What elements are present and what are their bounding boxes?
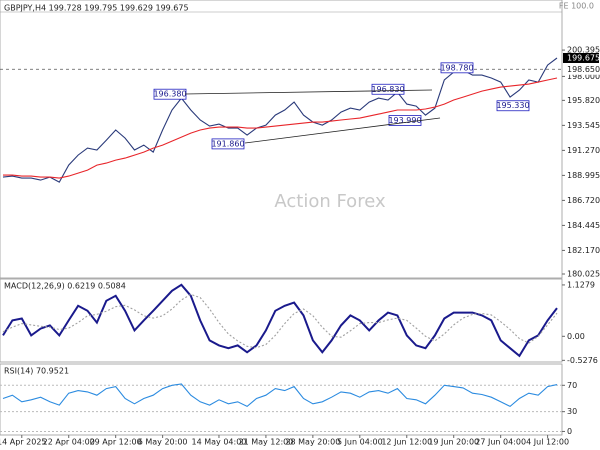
annotation-label: 195.330 xyxy=(496,101,529,110)
y-tick-label: 191.270 xyxy=(567,146,600,155)
y-tick-label: 186.720 xyxy=(567,196,600,205)
x-tick-label: 12 Jun 12:00 xyxy=(381,438,432,447)
x-tick-label: 4 Jul 12:00 xyxy=(526,438,569,447)
x-tick-label: 27 Jun 04:00 xyxy=(475,438,526,447)
annotation-box xyxy=(496,100,530,112)
y-tick-label: 182.170 xyxy=(567,246,600,255)
price-label: 198.650 xyxy=(567,65,600,74)
annotation-label: 191.860 xyxy=(211,139,244,148)
x-tick-label: 6 May 20:00 xyxy=(138,438,188,447)
trendline xyxy=(244,117,441,144)
y-tick-label: 188.995 xyxy=(567,171,600,180)
price-label-box xyxy=(563,52,599,63)
y-tick-label: 198.000 xyxy=(567,72,600,81)
y-tick-label: -0.5276 xyxy=(567,356,598,365)
x-tick-label: 28 May 20:00 xyxy=(285,438,340,447)
fe-label: FE 100.0 xyxy=(559,2,594,11)
series-line xyxy=(3,77,558,179)
x-tick-label: 29 Apr 12:00 xyxy=(90,438,142,447)
annotation-box xyxy=(211,138,245,150)
x-tick-label: 19 Jun 20:00 xyxy=(428,438,479,447)
panel-frame xyxy=(0,278,563,363)
y-tick-label: 180.025 xyxy=(567,269,600,278)
y-tick-label: 200.395 xyxy=(567,46,600,55)
y-tick-label: 1.1279 xyxy=(567,280,595,289)
x-tick-label: 21 May 12:00 xyxy=(238,438,293,447)
annotation-box xyxy=(371,83,405,95)
y-tick-label: 30 xyxy=(567,407,577,416)
annotation-box xyxy=(440,62,474,74)
price-label-box xyxy=(562,63,600,75)
panel-frame xyxy=(0,0,563,279)
y-tick-label: 0.00 xyxy=(567,332,585,341)
price-label: 199.675 xyxy=(567,53,600,62)
annotation-label: 196.380 xyxy=(153,90,186,99)
y-tick-label: 70 xyxy=(567,381,577,390)
annotation-label: 193.990 xyxy=(388,116,421,125)
y-tick-label: 184.445 xyxy=(567,221,600,230)
series-line xyxy=(2,283,558,358)
annotation-label: 198.780 xyxy=(440,63,473,72)
x-tick-label: 22 Apr 04:00 xyxy=(43,438,95,447)
annotation-label: 196.830 xyxy=(371,85,404,94)
x-tick-label: 5 Jun 04:00 xyxy=(337,438,383,447)
panel-title: RSI(14) 70.9521 xyxy=(4,367,69,376)
x-tick-label: 14 Apr 2025 xyxy=(0,438,47,447)
y-tick-label: 195.820 xyxy=(567,96,600,105)
y-tick-label: 0 xyxy=(567,427,572,436)
panel-frame xyxy=(0,363,563,436)
trendline xyxy=(184,89,433,95)
symbol-header: GBPJPY,H4 199.728 199.795 199.629 199.67… xyxy=(4,4,189,13)
watermark: Action Forex xyxy=(274,191,386,212)
series-line xyxy=(2,383,558,408)
y-tick-label: 193.545 xyxy=(567,121,600,130)
series-line xyxy=(2,293,558,349)
x-tick-label: 14 May 04:00 xyxy=(192,438,247,447)
panel-title: MACD(12,26,9) 0.6219 0.5084 xyxy=(4,282,126,291)
